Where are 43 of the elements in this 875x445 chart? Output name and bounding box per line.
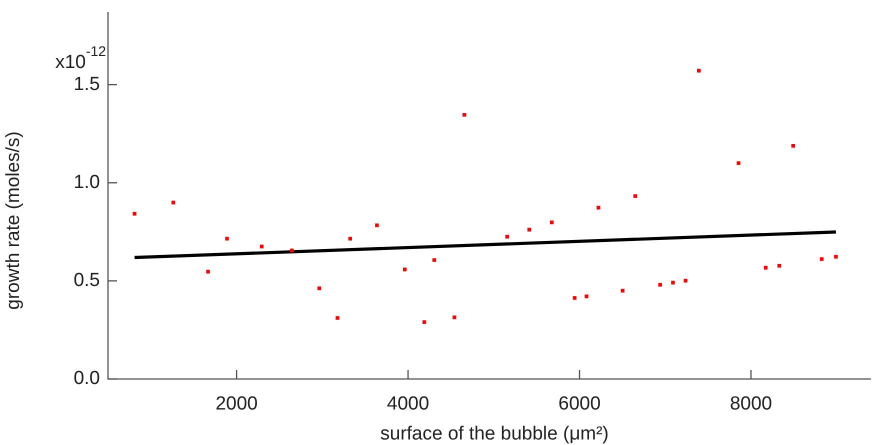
y-tick-label: 0.5 <box>74 270 100 292</box>
x-tick-label: 8000 <box>730 394 772 415</box>
point <box>550 220 554 224</box>
y-tick-label: 1.0 <box>74 172 100 193</box>
point <box>527 228 532 232</box>
point <box>736 161 740 165</box>
x-tick-label: 2000 <box>215 394 258 415</box>
point <box>422 320 426 324</box>
point <box>684 278 688 283</box>
y-axis-title: growth rate (moles/s) <box>3 131 24 310</box>
x-tick-label: 6000 <box>558 394 601 415</box>
point <box>348 236 352 241</box>
point <box>584 294 588 298</box>
point <box>697 68 701 73</box>
point <box>317 286 322 290</box>
y-tick-label: 0.0 <box>74 368 100 390</box>
point <box>764 266 768 270</box>
x-axis-title: surface of the bubble (μm²) <box>380 424 609 445</box>
point <box>620 288 624 293</box>
point <box>658 282 662 287</box>
point <box>505 234 509 239</box>
point <box>633 194 638 198</box>
point <box>375 223 379 228</box>
point <box>777 264 782 268</box>
point <box>171 200 176 204</box>
point <box>572 296 576 300</box>
point <box>791 144 795 148</box>
y-tick-label: 1.5 <box>74 74 100 95</box>
point <box>452 316 456 320</box>
point <box>225 236 229 241</box>
point <box>260 244 264 248</box>
point <box>432 258 436 262</box>
point <box>834 254 838 259</box>
point <box>820 257 824 261</box>
point <box>596 206 600 210</box>
point <box>290 248 294 252</box>
point <box>671 280 675 284</box>
point <box>336 316 340 320</box>
point <box>402 268 407 272</box>
point <box>462 113 466 117</box>
point <box>132 212 136 216</box>
x-tick-label: 4000 <box>386 394 430 415</box>
point <box>206 270 210 274</box>
